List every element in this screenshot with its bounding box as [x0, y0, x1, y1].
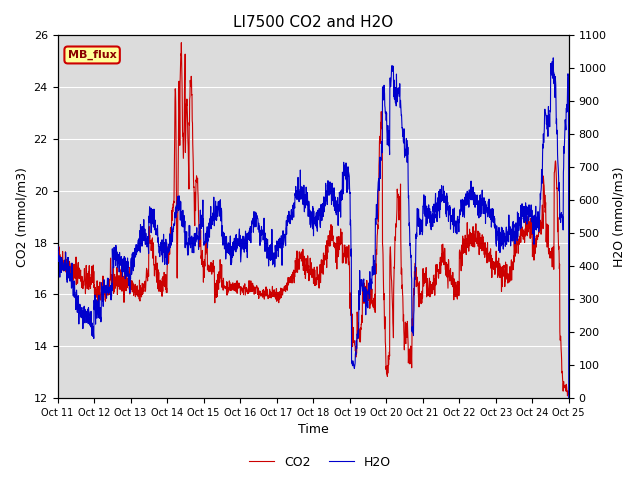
Line: CO2: CO2 — [58, 43, 569, 396]
CO2 — [438, 262, 445, 268]
CO2 — [287, 274, 295, 279]
Y-axis label: H2O (mmol/m3): H2O (mmol/m3) — [612, 167, 625, 267]
CO2 — [341, 250, 349, 255]
CO2 — [54, 250, 61, 255]
Legend: CO2, H2O: CO2, H2O — [244, 451, 396, 474]
CO2 — [565, 390, 573, 396]
H2O — [437, 199, 445, 205]
H2O — [518, 225, 525, 230]
Title: LI7500 CO2 and H2O: LI7500 CO2 and H2O — [233, 15, 393, 30]
H2O — [503, 241, 511, 247]
H2O — [549, 55, 557, 61]
Y-axis label: CO2 (mmol/m3): CO2 (mmol/m3) — [15, 167, 28, 266]
H2O — [564, 72, 572, 78]
CO2 — [564, 393, 572, 399]
CO2 — [518, 231, 525, 237]
H2O — [341, 169, 349, 175]
CO2 — [177, 40, 185, 46]
Text: MB_flux: MB_flux — [68, 50, 116, 60]
Line: H2O: H2O — [58, 58, 569, 398]
CO2 — [503, 262, 511, 267]
H2O — [287, 215, 294, 221]
CO2 — [564, 388, 572, 394]
H2O — [565, 395, 573, 401]
H2O — [54, 258, 61, 264]
X-axis label: Time: Time — [298, 423, 328, 436]
